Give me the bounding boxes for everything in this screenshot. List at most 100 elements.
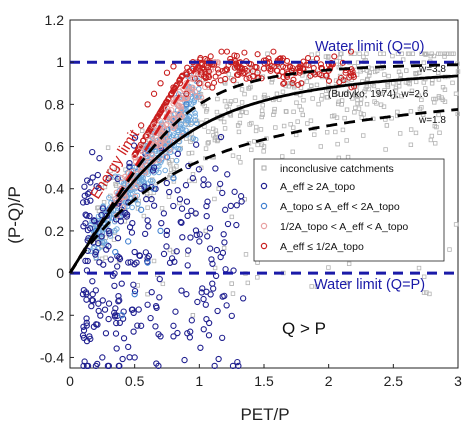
inconclusive-marker [233,98,238,103]
aeff-ge-2atopo-marker [99,205,107,212]
inconclusive-marker [356,106,362,111]
aeff-ge-2atopo-marker [126,354,133,361]
inconclusive-marker [286,84,291,89]
inconclusive-marker [114,167,120,173]
legend: inconclusive catchments A_eff ≥ 2A_topo … [253,158,445,262]
series-point [190,313,196,318]
aeff-ge-2atopo-marker [205,181,212,188]
series-point [189,175,197,182]
aeff-ge-2atopo-marker [79,199,87,206]
aeff-le-half-marker [151,119,158,126]
legend-marker-half-atopo [260,222,268,230]
inconclusive-marker [354,88,359,93]
legend-item-aeff-ge-2atopo: A_eff ≥ 2A_topo [280,181,355,193]
series-point [254,69,261,76]
atopo-marker [162,167,168,174]
aeff-ge-2atopo-marker [117,218,125,225]
series-point [222,206,229,213]
inconclusive-marker [396,84,402,89]
aeff-ge-2atopo-marker [179,234,186,241]
series-point [183,101,190,108]
series-point [215,69,222,76]
series-point [176,88,184,95]
inconclusive-marker [171,179,177,184]
aeff-ge-2atopo-marker [126,223,134,231]
aeff-ge-2atopo-marker [116,297,123,304]
series-point [112,248,119,256]
series-point [247,61,255,68]
aeff-ge-2atopo-marker [210,285,217,292]
aeff-le-half-marker [342,69,349,76]
series-point [274,91,280,97]
series-point [157,333,164,340]
inconclusive-marker [374,101,379,106]
aeff-ge-2atopo-marker [80,362,87,370]
aeff-ge-2atopo-marker [158,220,165,227]
inconclusive-marker [222,126,228,131]
aeff-ge-2atopo-marker [233,221,240,229]
aeff-ge-2atopo-marker [83,296,90,303]
atopo-marker [141,180,148,186]
inconclusive-marker [189,150,195,156]
series-point [105,175,112,182]
half-atopo-marker [189,87,196,94]
aeff-ge-2atopo-marker [84,177,91,184]
inconclusive-marker [273,125,278,130]
aeff-ge-2atopo-marker [131,287,139,295]
series-point [202,73,209,81]
aeff-le-half-marker [297,64,304,72]
inconclusive-marker [423,86,428,91]
aeff-ge-2atopo-marker [98,233,105,240]
aeff-ge-2atopo-marker [84,257,91,265]
inconclusive-marker [336,64,342,70]
aeff-ge-2atopo-marker [209,260,216,267]
series-point [234,63,242,70]
aeff-ge-2atopo-marker [95,300,102,307]
atopo-marker [188,121,194,127]
aeff-le-half-marker [246,74,253,82]
inconclusive-marker [227,101,232,107]
inconclusive-marker [159,206,165,211]
half-atopo-marker [120,204,127,211]
inconclusive-marker [318,144,324,149]
x-tick-label: 1.5 [254,373,274,389]
inconclusive-marker [245,280,251,286]
aeff-ge-2atopo-marker [130,142,138,149]
inconclusive-marker [421,60,427,65]
inconclusive-marker [413,130,419,136]
aeff-ge-2atopo-marker [149,167,157,174]
inconclusive-marker [304,79,310,84]
inconclusive-marker [262,92,267,98]
aeff-ge-2atopo-marker [134,322,141,329]
aeff-ge-2atopo-marker [217,133,225,141]
aeff-ge-2atopo-marker [92,287,99,294]
y-tick-label: 0.8 [45,96,65,112]
aeff-le-half-marker [233,52,240,59]
aeff-ge-2atopo-marker [111,282,118,289]
inconclusive-marker [252,139,257,144]
inconclusive-marker [212,265,218,271]
inconclusive-marker [210,126,216,132]
series-point [157,118,164,125]
aeff-ge-2atopo-marker [86,212,93,220]
inconclusive-marker [269,79,274,85]
y-tick-label: 0.6 [45,139,65,155]
inconclusive-marker [340,127,346,133]
inconclusive-marker [290,149,295,155]
series-point [137,143,145,150]
inconclusive-marker [439,95,444,100]
series-point [137,122,145,129]
aeff-ge-2atopo-marker [82,220,89,227]
series-point [137,322,145,329]
series-point [429,81,435,86]
series-point [299,65,306,72]
inconclusive-marker [362,89,367,94]
inconclusive-marker [346,261,352,267]
aeff-ge-2atopo-marker [86,189,93,196]
atopo-marker [190,135,197,142]
inconclusive-marker [333,129,338,135]
y-tick-label: 1 [56,54,64,70]
inconclusive-marker [256,68,262,74]
aeff-ge-2atopo-marker [148,289,155,296]
inconclusive-layer [93,51,461,318]
